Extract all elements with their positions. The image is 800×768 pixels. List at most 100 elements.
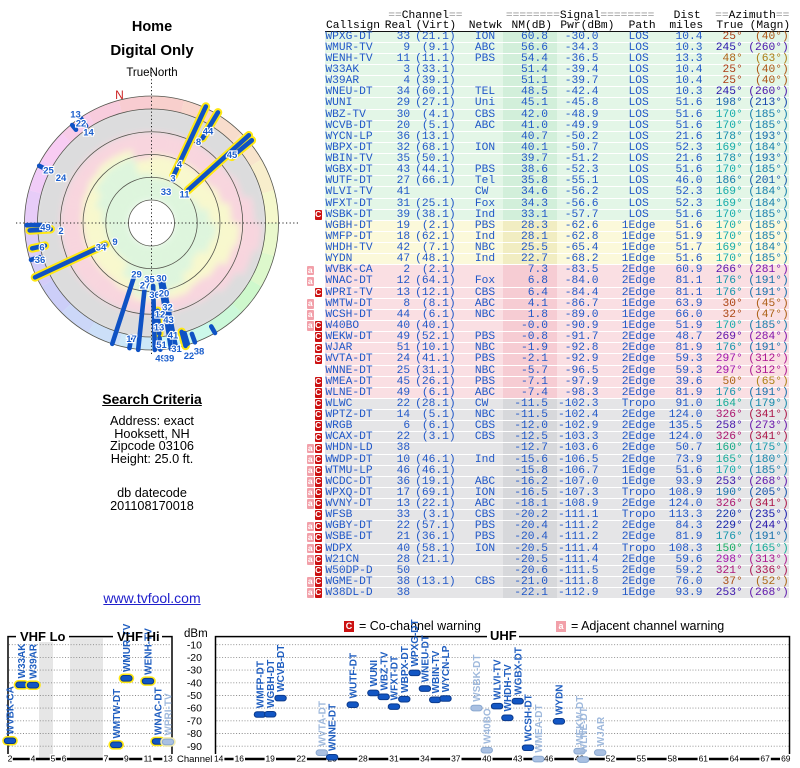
svg-text:WVBK-CA: WVBK-CA (6, 686, 17, 734)
svg-text:WCSH-DT: WCSH-DT (524, 694, 535, 741)
svg-text:WJAR: WJAR (596, 716, 607, 746)
svg-text:22: 22 (296, 754, 306, 764)
svg-text:W40BO: W40BO (482, 708, 493, 744)
svg-text:WMFP-DT: WMFP-DT (256, 661, 267, 708)
svg-text:WGBH-DT: WGBH-DT (266, 660, 277, 708)
svg-text:WEKW-DT: WEKW-DT (575, 696, 586, 745)
svg-text:WPRI-TV: WPRI-TV (164, 693, 175, 736)
svg-text:WENH-TV: WENH-TV (144, 628, 155, 675)
svg-text:-70: -70 (187, 715, 202, 727)
svg-text:3: 3 (170, 174, 175, 185)
svg-text:28: 28 (358, 754, 368, 764)
svg-text:46: 46 (544, 754, 554, 764)
svg-text:-30: -30 (187, 665, 202, 677)
svg-text:13: 13 (163, 754, 173, 764)
svg-text:24: 24 (56, 173, 67, 184)
svg-text:37: 37 (451, 754, 461, 764)
svg-text:WNNE-DT: WNNE-DT (328, 704, 339, 751)
svg-text:45: 45 (227, 150, 238, 161)
svg-text:WLNE-DT: WLNE-DT (579, 707, 590, 753)
svg-text:WCVB-DT: WCVB-DT (276, 645, 287, 692)
svg-text:55: 55 (637, 754, 647, 764)
svg-text:58: 58 (668, 754, 678, 764)
svg-text:41: 41 (168, 331, 179, 342)
svg-text:N: N (115, 88, 124, 102)
svg-text:dBm: dBm (184, 628, 208, 640)
svg-text:WSBK-DT: WSBK-DT (472, 655, 483, 702)
svg-text:WYCN-LP: WYCN-LP (441, 645, 452, 692)
svg-text:9: 9 (112, 237, 117, 248)
svg-text:32: 32 (162, 303, 173, 314)
svg-text:WHDH-TV: WHDH-TV (503, 664, 514, 712)
svg-text:64: 64 (729, 754, 739, 764)
svg-text:51: 51 (156, 340, 167, 351)
svg-text:WYDN: WYDN (555, 684, 566, 715)
svg-text:4: 4 (177, 160, 183, 171)
svg-text:WBIN-TV: WBIN-TV (431, 650, 442, 693)
svg-text:7: 7 (104, 754, 109, 764)
svg-text:22: 22 (76, 119, 87, 130)
svg-text:40: 40 (482, 754, 492, 764)
svg-text:6: 6 (39, 243, 44, 254)
svg-text:WVTA-DT: WVTA-DT (317, 701, 328, 746)
svg-text:36: 36 (149, 290, 160, 301)
svg-text:-90: -90 (187, 741, 202, 753)
svg-text:11: 11 (179, 190, 190, 201)
svg-text:-80: -80 (187, 728, 202, 740)
svg-text:43: 43 (513, 754, 523, 764)
svg-text:WNEU-DT: WNEU-DT (421, 635, 432, 682)
svg-text:WFXT-DT: WFXT-DT (390, 656, 401, 700)
svg-text:4: 4 (31, 754, 36, 764)
svg-text:49: 49 (40, 223, 51, 234)
svg-text:36: 36 (35, 255, 46, 266)
svg-text:19: 19 (265, 754, 275, 764)
svg-text:W39AR: W39AR (29, 643, 40, 679)
svg-text:25: 25 (43, 166, 54, 177)
svg-text:16: 16 (235, 754, 245, 764)
svg-text:WUTF-DT: WUTF-DT (348, 653, 359, 699)
svg-text:WLVI-TV: WLVI-TV (493, 659, 504, 700)
svg-text:34: 34 (96, 243, 107, 254)
svg-text:35: 35 (144, 275, 155, 286)
svg-text:67: 67 (760, 754, 770, 764)
svg-text:13: 13 (70, 110, 81, 121)
svg-text:-50: -50 (187, 690, 202, 702)
svg-text:WBPX-DT: WBPX-DT (400, 646, 411, 693)
svg-text:39: 39 (164, 354, 175, 365)
svg-text:13: 13 (154, 323, 165, 334)
svg-text:WBZ-TV: WBZ-TV (379, 651, 390, 690)
svg-text:8: 8 (196, 137, 201, 148)
svg-text:29: 29 (131, 270, 142, 281)
svg-text:17: 17 (126, 334, 137, 345)
svg-text:31: 31 (389, 754, 399, 764)
svg-text:WNAC-DT: WNAC-DT (154, 687, 165, 735)
svg-text:69: 69 (781, 754, 791, 764)
svg-text:-20: -20 (187, 652, 202, 664)
svg-text:WMUR-TV: WMUR-TV (122, 623, 133, 672)
svg-text:49: 49 (155, 354, 166, 365)
svg-text:14: 14 (83, 128, 94, 139)
svg-text:WMEA-DT: WMEA-DT (534, 704, 545, 752)
svg-text:12: 12 (155, 310, 166, 321)
svg-text:-10: -10 (187, 639, 202, 651)
svg-text:-40: -40 (187, 677, 202, 689)
svg-text:44: 44 (203, 127, 214, 138)
svg-text:20: 20 (159, 289, 170, 300)
svg-text:61: 61 (699, 754, 709, 764)
svg-text:14: 14 (214, 754, 224, 764)
svg-text:WMTW-DT: WMTW-DT (112, 689, 123, 739)
svg-text:2: 2 (58, 226, 63, 237)
svg-text:30: 30 (156, 274, 167, 285)
svg-text:43: 43 (163, 315, 174, 326)
svg-text:22: 22 (184, 351, 195, 362)
svg-text:5: 5 (51, 754, 56, 764)
svg-text:WUNI: WUNI (369, 660, 380, 687)
svg-text:2: 2 (8, 754, 13, 764)
svg-text:11: 11 (144, 754, 153, 764)
svg-text:34: 34 (420, 754, 430, 764)
svg-text:6: 6 (62, 754, 67, 764)
svg-text:Channel: Channel (177, 754, 212, 765)
svg-text:-60: -60 (187, 703, 202, 715)
svg-text:38: 38 (194, 347, 205, 358)
svg-text:9: 9 (124, 754, 129, 764)
